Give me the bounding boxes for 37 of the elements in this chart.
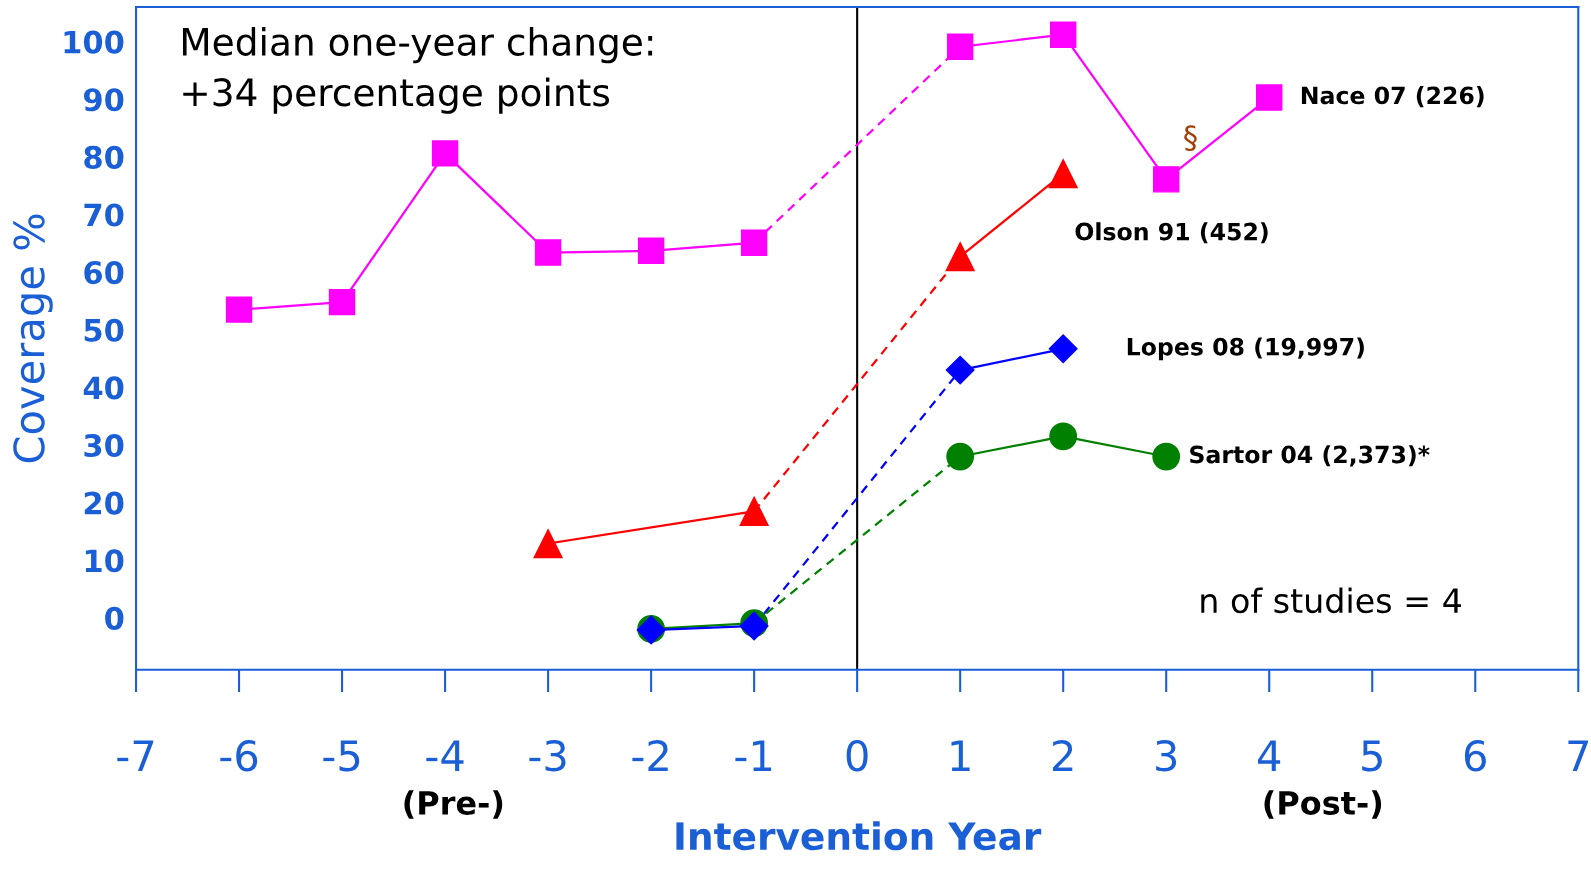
y-tick-label: 20 [84, 491, 124, 515]
x-tick-label: 4 [1258, 740, 1281, 771]
y-tick-label: 70 [84, 203, 124, 227]
y-axis-title: Coverage % [13, 214, 53, 463]
x-tick-label: -4 [426, 740, 464, 771]
series-label: Olson 91 (452) [1075, 222, 1268, 244]
x-tick-label: -1 [735, 740, 772, 771]
text: (Pre-) [404, 790, 503, 819]
y-tick-label: 50 [84, 318, 124, 342]
x-tick-label: -2 [632, 739, 668, 771]
x-tick-label: -5 [323, 740, 360, 772]
x-tick-label: -3 [529, 739, 566, 772]
x-tick-label: 1 [951, 740, 970, 771]
series-label: Sartor 04 (2,373)* [1190, 445, 1430, 467]
x-tick-label: 6 [1464, 739, 1486, 772]
y-tick-label: 100 [64, 30, 124, 54]
y-tick-label: 60 [84, 261, 124, 285]
x-tick-label: 2 [1052, 739, 1073, 771]
x-tick-label: 0 [846, 739, 868, 772]
y-tick-label: 10 [85, 549, 124, 573]
x-tick-label: 3 [1156, 739, 1177, 772]
annotation: Median one-year change: +34 percentage points [182, 26, 653, 114]
text: (Post-) [1264, 790, 1382, 819]
x-tick-label: -7 [117, 740, 154, 771]
y-tick-label: 0 [105, 606, 124, 630]
annotation: n of studies = 4 [1201, 587, 1462, 614]
annotation: § [1184, 125, 1197, 151]
y-tick-label: 30 [84, 433, 124, 458]
y-tick-label: 40 [83, 376, 124, 400]
x-tick-label: 7 [1568, 740, 1588, 771]
x-axis-title: Intervention Year [676, 821, 1042, 851]
y-tick-label: 80 [84, 145, 124, 169]
series-label: Nace 07 (226) [1301, 86, 1484, 108]
x-tick-label: -6 [220, 739, 258, 772]
y-tick-label: 90 [83, 88, 124, 112]
text: Lopes 08 (19,997) [1127, 337, 1364, 361]
x-tick-label: 5 [1362, 740, 1382, 772]
